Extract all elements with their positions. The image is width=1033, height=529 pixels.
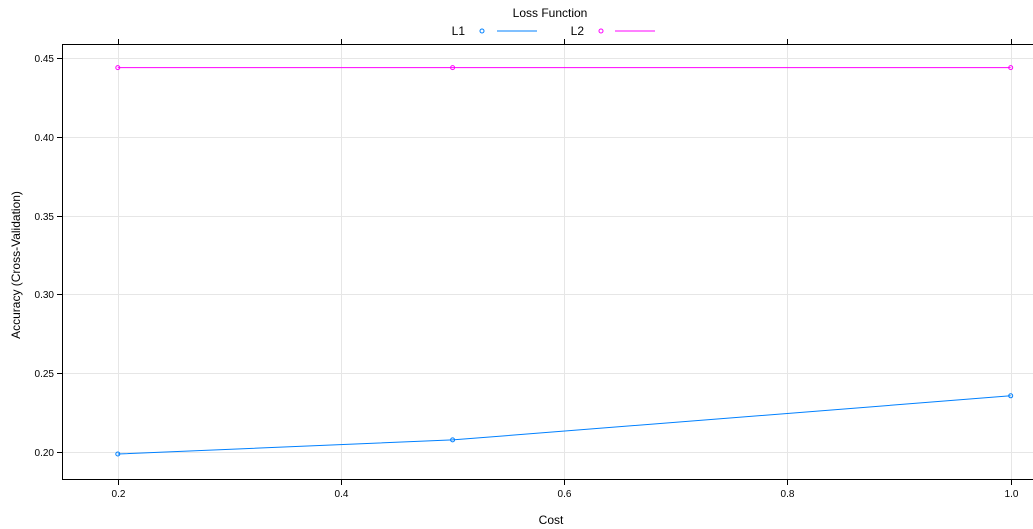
y-tick-label: 0.20 bbox=[35, 448, 55, 459]
x-tick-label: 0.6 bbox=[558, 489, 572, 500]
x-tick-label: 0.2 bbox=[112, 489, 126, 500]
data-point-l1 bbox=[115, 451, 121, 457]
x-tick-label: 1.0 bbox=[1005, 489, 1019, 500]
x-axis-title: Cost bbox=[539, 513, 564, 527]
x-axis: 0.2 0.4 0.6 0.8 1.0 bbox=[112, 39, 1019, 500]
gridlines bbox=[62, 44, 1033, 480]
data-point-l2 bbox=[115, 65, 121, 71]
plot-frame bbox=[62, 44, 1033, 480]
x-tick-label: 0.4 bbox=[335, 489, 349, 500]
legend-label-l1: L1 bbox=[452, 24, 466, 38]
legend-title: Loss Function bbox=[513, 6, 588, 20]
legend-entry-l2: L2 bbox=[571, 24, 655, 38]
y-tick-label: 0.30 bbox=[35, 290, 55, 301]
legend-marker-l1 bbox=[479, 28, 485, 34]
y-tick-label: 0.25 bbox=[35, 369, 55, 380]
legend: Loss Function L1 L2 bbox=[452, 6, 655, 38]
data-point-l2 bbox=[450, 65, 456, 71]
legend-entry-l1: L1 bbox=[452, 24, 537, 38]
data-point-l2 bbox=[1008, 65, 1014, 71]
y-axis-title: Accuracy (Cross-Validation) bbox=[9, 191, 23, 339]
series-layer bbox=[115, 65, 1014, 457]
legend-label-l2: L2 bbox=[571, 24, 585, 38]
legend-marker-l2 bbox=[598, 28, 604, 34]
x-tick-label: 0.8 bbox=[781, 489, 795, 500]
y-axis: 0.20 0.25 0.30 0.35 0.40 0.45 bbox=[35, 54, 62, 459]
y-tick-label: 0.40 bbox=[35, 133, 55, 144]
y-tick-label: 0.45 bbox=[35, 54, 55, 65]
data-point-l1 bbox=[1008, 393, 1014, 399]
data-point-l1 bbox=[450, 437, 456, 443]
y-tick-label: 0.35 bbox=[35, 212, 55, 223]
series-line-l1 bbox=[117, 395, 1011, 455]
